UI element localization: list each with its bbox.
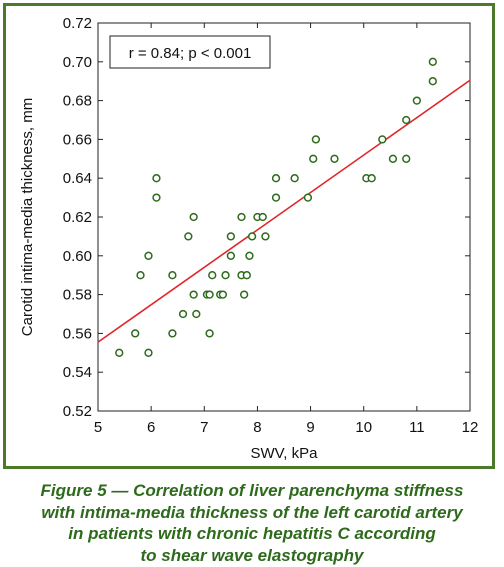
data-point	[168, 271, 177, 280]
caption-line: with intima-media thickness of the left …	[41, 502, 463, 522]
scatter-plot: 0.52 0.54 0.56 0.58 0.60 0.62 0.64 0.66 0.68 0.70…	[19, 15, 479, 462]
caption-line: to shear wave elastography	[140, 545, 364, 565]
y-axis: 0.52 0.54 0.56 0.58 0.60 0.62 0.64 0.66 0.68 0.70…	[63, 15, 470, 420]
data-point	[261, 232, 270, 241]
data-point	[144, 348, 153, 357]
x-tick-label: 7	[200, 419, 208, 436]
data-point	[271, 193, 281, 202]
data-point	[178, 309, 188, 319]
data-point	[115, 348, 124, 357]
data-point	[205, 290, 214, 299]
caption-line: Figure 5 — Correlation of liver parenchy…	[40, 481, 464, 500]
data-point	[388, 154, 398, 163]
data-point	[330, 154, 339, 163]
x-tick-label: 9	[306, 419, 314, 436]
data-point	[242, 271, 251, 280]
data-point	[168, 329, 177, 338]
data-point	[245, 251, 254, 260]
data-point	[184, 232, 193, 241]
data-point	[428, 77, 437, 86]
data-point	[290, 174, 299, 183]
annotation-box	[109, 35, 271, 69]
plot-area	[97, 22, 471, 412]
y-tick-label: 0.68	[63, 93, 92, 110]
y-tick-label: 0.54	[63, 364, 92, 381]
annotation-text: r = 0.84; p < 0.001	[129, 45, 252, 62]
data-point	[402, 154, 411, 163]
y-tick-label: 0.62	[63, 209, 92, 226]
data-point	[239, 290, 249, 299]
y-tick-label: 0.56	[63, 325, 92, 342]
data-point	[218, 290, 228, 299]
y-tick-label: 0.72	[63, 15, 92, 32]
data-point	[152, 174, 161, 183]
x-tick-label: 10	[355, 419, 372, 436]
x-tick-label: 6	[147, 419, 155, 436]
data-point	[192, 309, 201, 319]
data-point	[378, 135, 387, 144]
data-point	[221, 271, 230, 280]
x-tick-label: 5	[94, 419, 102, 436]
data-point	[237, 212, 246, 222]
data-point	[208, 271, 217, 280]
y-tick-label: 0.66	[63, 131, 92, 148]
x-tick-label: 11	[409, 419, 425, 436]
data-point	[144, 251, 153, 260]
data-point	[303, 193, 313, 202]
data-point	[189, 212, 198, 222]
data-point	[311, 135, 321, 144]
data-point	[226, 232, 236, 241]
data-point	[226, 251, 236, 260]
caption-line: in patients with chronic hepatitis C acc…	[68, 524, 436, 543]
data-point	[367, 174, 376, 183]
data-point	[428, 57, 437, 66]
x-tick-label: 8	[253, 419, 261, 436]
data-point	[247, 232, 257, 241]
data-point	[271, 174, 281, 183]
y-tick-label: 0.64	[63, 170, 92, 187]
x-tick-label: 12	[462, 419, 479, 436]
y-tick-label: 0.52	[63, 403, 92, 420]
y-tick-label: 0.70	[63, 54, 92, 71]
data-point	[131, 329, 140, 338]
figure-caption: Figure 5 — Correlation of liver parenchy…	[0, 480, 504, 566]
data-point	[136, 271, 145, 280]
data-points	[115, 57, 437, 357]
y-axis-label: Carotid intima-media thickness, mm	[19, 98, 36, 336]
data-point	[152, 193, 161, 202]
regression-line	[97, 79, 471, 343]
data-point	[189, 290, 198, 299]
data-point	[205, 329, 214, 338]
y-tick-label: 0.58	[63, 287, 92, 304]
x-axis: 5 6 7 8 9 10 11 12	[94, 23, 479, 436]
data-point	[412, 96, 422, 105]
y-tick-label: 0.60	[63, 248, 92, 265]
data-point	[309, 154, 318, 163]
data-point	[258, 212, 267, 222]
data-point	[402, 115, 411, 125]
x-axis-label: SWV, kPa	[251, 445, 319, 462]
